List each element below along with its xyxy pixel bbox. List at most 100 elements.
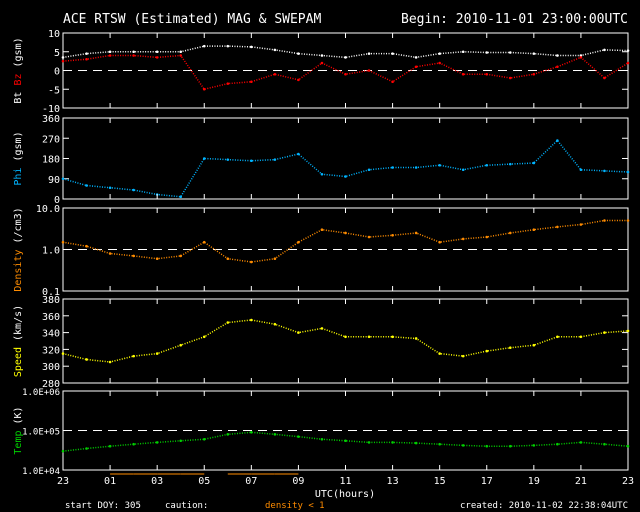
data-point bbox=[250, 45, 253, 49]
x-axis: 23 01 03 05 07 09 11 13 15 17 19 21 23 bbox=[57, 473, 634, 487]
y-axis-label-part: Density bbox=[13, 250, 24, 292]
y-axis-label-part: (gsm) bbox=[13, 37, 24, 73]
data-point bbox=[508, 162, 512, 166]
data-point bbox=[532, 72, 536, 76]
panel-temp: 1.0E+06 1.0E+05 1.0E+04 Temp (K) bbox=[13, 388, 630, 477]
x-tick-label: 13 bbox=[387, 476, 399, 487]
y-tick-label: 1.0 bbox=[42, 246, 60, 257]
data-point bbox=[579, 56, 583, 59]
caution-note: density < 1 bbox=[265, 501, 325, 511]
data-point bbox=[438, 442, 441, 446]
data-point bbox=[626, 329, 630, 333]
data-point bbox=[61, 240, 65, 244]
data-point bbox=[226, 257, 230, 261]
data-point bbox=[367, 235, 371, 239]
data-point bbox=[603, 76, 606, 80]
x-tick-label: 19 bbox=[528, 476, 540, 487]
data-point bbox=[556, 65, 559, 69]
data-point bbox=[132, 354, 135, 358]
data-point bbox=[155, 56, 159, 59]
data-point bbox=[461, 237, 465, 241]
data-point bbox=[85, 52, 88, 55]
data-point bbox=[508, 76, 512, 80]
y-axis-label-part: (/cm3) bbox=[13, 207, 24, 249]
data-point bbox=[438, 352, 441, 355]
data-point bbox=[85, 244, 88, 248]
data-point bbox=[391, 335, 394, 339]
data-point bbox=[485, 235, 489, 239]
y-axis-label-part: Bz bbox=[13, 74, 24, 92]
data-point bbox=[297, 78, 300, 82]
data-point bbox=[485, 444, 489, 448]
data-point bbox=[202, 44, 206, 48]
data-point bbox=[297, 152, 300, 156]
data-point bbox=[273, 158, 277, 161]
y-tick-label: 10 bbox=[48, 29, 60, 40]
data-point bbox=[461, 444, 465, 447]
data-point bbox=[179, 439, 183, 443]
data-point bbox=[297, 435, 300, 438]
data-point bbox=[626, 49, 630, 52]
data-point bbox=[391, 441, 394, 444]
x-axis-label: UTC(hours) bbox=[315, 489, 375, 500]
data-point bbox=[603, 48, 606, 52]
y-axis-label-part: Bt bbox=[13, 92, 24, 104]
data-point bbox=[438, 240, 441, 244]
data-point bbox=[344, 175, 347, 178]
y-tick-label: 380 bbox=[42, 295, 60, 306]
begin-time: Begin: 2010-11-01 23:00:00UTC bbox=[401, 12, 628, 27]
data-point bbox=[438, 61, 441, 65]
y-tick-label: 280 bbox=[42, 379, 60, 390]
data-point bbox=[603, 219, 606, 222]
data-point bbox=[626, 219, 630, 222]
y-tick-label: 10.0 bbox=[36, 204, 60, 215]
data-point bbox=[179, 50, 183, 54]
panel-mag: 10 5 0 -5 -10 Bt Bz (gsm) bbox=[13, 29, 630, 115]
data-point bbox=[202, 437, 206, 441]
y-tick-label: 360 bbox=[42, 312, 60, 323]
data-point bbox=[414, 65, 418, 69]
y-tick-label: 300 bbox=[42, 362, 60, 373]
data-point bbox=[532, 161, 536, 165]
data-point bbox=[391, 166, 394, 169]
data-point bbox=[344, 335, 347, 339]
data-point bbox=[485, 349, 489, 353]
chart-title: ACE RTSW (Estimated) MAG & SWEPAM bbox=[63, 12, 321, 27]
caution-label: caution: bbox=[165, 501, 208, 511]
data-point bbox=[108, 50, 112, 54]
data-point bbox=[367, 335, 371, 339]
data-point bbox=[61, 352, 65, 355]
data-point bbox=[461, 50, 465, 54]
data-point bbox=[320, 327, 324, 330]
data-point bbox=[508, 51, 512, 54]
data-point bbox=[532, 444, 536, 447]
data-point bbox=[367, 52, 371, 55]
data-point bbox=[297, 331, 300, 334]
data-point bbox=[556, 335, 559, 339]
data-point bbox=[603, 442, 606, 446]
data-point bbox=[579, 335, 583, 339]
data-point bbox=[320, 61, 324, 65]
data-point bbox=[108, 186, 112, 190]
data-point bbox=[132, 442, 135, 446]
series-line bbox=[62, 219, 628, 263]
data-point bbox=[85, 184, 88, 187]
data-point bbox=[391, 80, 394, 84]
data-point bbox=[461, 354, 465, 358]
data-point bbox=[532, 228, 536, 231]
y-axis-label: Density (/cm3) bbox=[13, 207, 24, 291]
data-point bbox=[85, 447, 88, 450]
data-point bbox=[202, 87, 206, 91]
data-point bbox=[461, 72, 465, 76]
data-point bbox=[250, 159, 253, 163]
panel-density: 10.0 1.0 0.1 Density (/cm3) bbox=[13, 204, 630, 298]
data-point bbox=[391, 233, 394, 237]
data-point bbox=[155, 441, 159, 444]
data-point bbox=[320, 172, 324, 176]
data-point bbox=[626, 444, 630, 448]
x-tick-label: 17 bbox=[481, 476, 493, 487]
x-tick-label: 23 bbox=[57, 476, 69, 487]
data-point bbox=[320, 437, 324, 441]
data-point bbox=[414, 337, 418, 340]
